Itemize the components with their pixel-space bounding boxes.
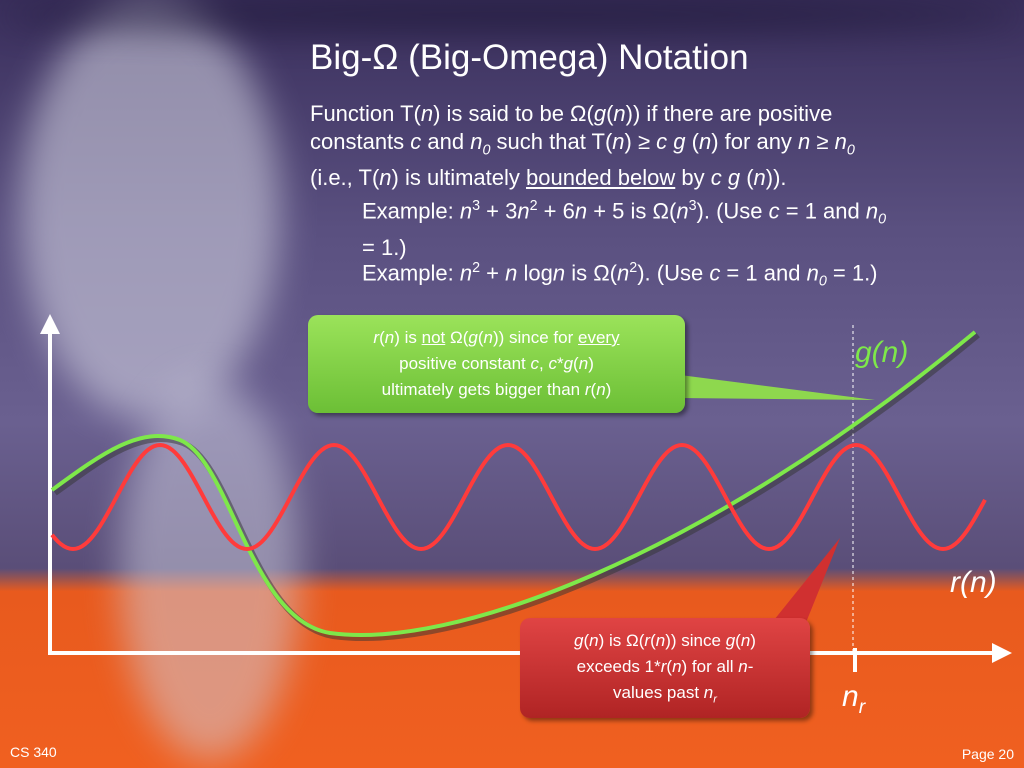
red-pointer [770,538,840,625]
footer-left: CS 340 [10,744,57,760]
red-callout: g(n) is Ω(r(n)) since g(n) exceeds 1*r(n… [520,618,810,718]
footer-right: Page 20 [961,746,1014,762]
nr-label: nr [842,680,866,718]
example-2: Example: n2 + n logn is Ω(n2). (Use c = … [362,260,878,290]
definition: Function T(n) is said to be Ω(g(n)) if t… [310,101,855,191]
r-label: r(n) [950,566,997,599]
bg-blob [120,380,300,760]
green-callout: r(n) is not Ω(g(n)) since for every posi… [308,315,685,413]
g-curve [50,330,977,637]
example-1: Example: n3 + 3n2 + 6n + 5 is Ω(n3). (Us… [362,198,887,260]
bg-band [0,0,1024,30]
r-curve [50,442,987,552]
green-pointer [680,375,875,400]
g-label: g(n) [855,336,909,369]
title: Big-Ω (Big-Omega) Notation [310,38,749,77]
bg-blob [20,0,280,420]
